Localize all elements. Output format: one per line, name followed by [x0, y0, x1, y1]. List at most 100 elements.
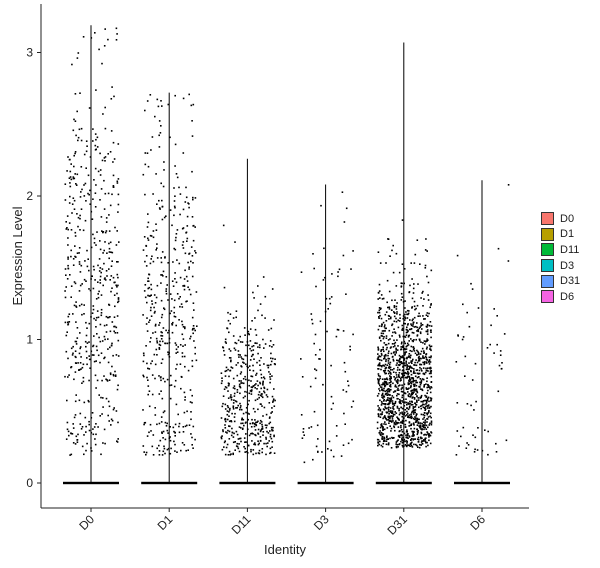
- data-point: [252, 433, 254, 435]
- data-point: [151, 136, 154, 138]
- data-point: [89, 203, 91, 205]
- data-point: [424, 433, 426, 436]
- data-point: [377, 415, 380, 418]
- data-point: [92, 233, 94, 236]
- data-point: [382, 403, 385, 405]
- data-point: [146, 435, 149, 437]
- data-point: [414, 438, 416, 440]
- data-point: [170, 374, 172, 377]
- data-point: [424, 423, 426, 425]
- data-point: [171, 224, 173, 227]
- data-point: [385, 372, 387, 375]
- data-point: [154, 325, 157, 327]
- data-point: [383, 336, 385, 338]
- data-point: [401, 391, 404, 393]
- data-point: [104, 241, 106, 243]
- data-point: [265, 453, 267, 456]
- data-point: [189, 401, 192, 403]
- data-point: [92, 433, 95, 436]
- data-point: [263, 390, 265, 393]
- data-point: [251, 440, 253, 442]
- data-point: [259, 419, 262, 422]
- data-point: [427, 412, 429, 414]
- data-point: [154, 407, 156, 409]
- legend-label: D0: [560, 212, 575, 225]
- data-point: [402, 413, 404, 416]
- data-point: [86, 442, 88, 445]
- data-point: [228, 409, 231, 411]
- data-point: [430, 386, 432, 388]
- data-point: [399, 358, 401, 360]
- data-point: [228, 425, 230, 427]
- data-point: [400, 426, 402, 429]
- data-point: [406, 412, 409, 415]
- data-point: [174, 316, 177, 318]
- data-point: [257, 408, 259, 411]
- data-point: [428, 439, 430, 442]
- data-point: [424, 419, 427, 421]
- data-point: [222, 429, 224, 431]
- data-point: [161, 218, 164, 221]
- data-point: [150, 283, 152, 286]
- data-point: [421, 404, 423, 407]
- data-point: [401, 431, 404, 433]
- data-point: [233, 395, 236, 397]
- data-point: [89, 156, 92, 158]
- data-point: [113, 330, 115, 333]
- data-point: [75, 362, 77, 364]
- data-point: [146, 301, 148, 304]
- data-point: [158, 375, 160, 377]
- data-point: [381, 365, 383, 367]
- data-point: [262, 276, 265, 278]
- data-point: [430, 422, 433, 424]
- data-point: [267, 329, 270, 331]
- data-point: [102, 397, 104, 399]
- data-point: [97, 354, 100, 357]
- data-point: [385, 383, 388, 385]
- data-point: [429, 442, 432, 445]
- data-point: [72, 264, 75, 266]
- zero-band-D3: [297, 481, 354, 485]
- data-point: [377, 392, 380, 395]
- data-point: [412, 406, 415, 408]
- data-point: [261, 451, 263, 454]
- data-point: [401, 346, 404, 348]
- data-point: [420, 368, 423, 370]
- data-point: [378, 443, 380, 446]
- data-point: [381, 388, 383, 390]
- data-point: [98, 290, 100, 293]
- data-point: [342, 444, 345, 446]
- data-point: [267, 442, 269, 444]
- data-point: [466, 403, 469, 405]
- data-point: [386, 435, 388, 437]
- x-tick-label: D6: [467, 512, 488, 533]
- data-point: [96, 231, 98, 233]
- data-point: [186, 280, 189, 282]
- data-point: [274, 363, 276, 366]
- data-point: [405, 398, 407, 400]
- data-point: [423, 298, 425, 300]
- data-point: [262, 431, 265, 433]
- data-point: [248, 434, 251, 437]
- data-point: [64, 183, 67, 185]
- data-point: [116, 261, 118, 263]
- data-point: [248, 384, 250, 387]
- data-point: [86, 265, 89, 268]
- data-point: [88, 107, 91, 109]
- data-point: [248, 392, 251, 395]
- data-point: [422, 425, 425, 427]
- data-point: [169, 426, 171, 428]
- data-point: [392, 331, 394, 334]
- data-point: [160, 182, 162, 185]
- data-point: [100, 314, 103, 317]
- data-point: [69, 195, 71, 198]
- data-point: [458, 445, 460, 447]
- data-point: [419, 331, 422, 333]
- data-point: [103, 278, 106, 280]
- data-point: [96, 136, 99, 139]
- data-point: [389, 379, 391, 381]
- data-point: [430, 304, 432, 306]
- data-point: [165, 292, 168, 295]
- data-point: [254, 410, 256, 413]
- data-point: [376, 438, 379, 441]
